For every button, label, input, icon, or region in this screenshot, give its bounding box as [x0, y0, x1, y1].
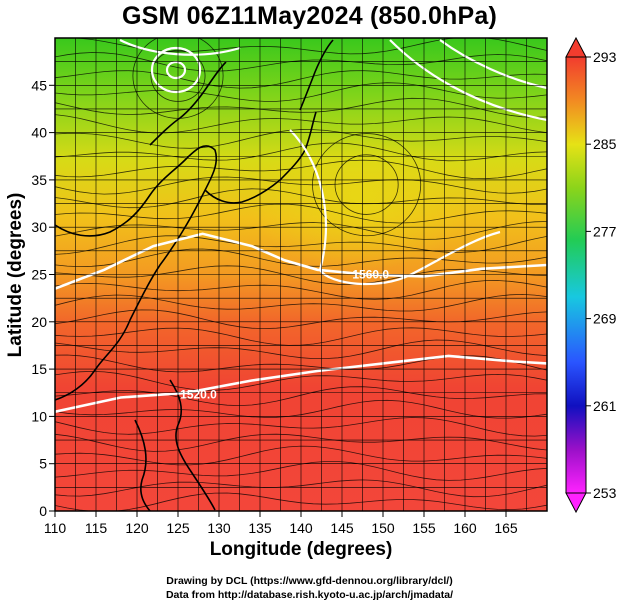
x-tick-label: 150 [371, 520, 395, 536]
y-tick-label: 20 [31, 314, 47, 330]
gridlines [55, 38, 547, 511]
colorbar-top-arrow [565, 36, 587, 58]
y-tick-label: 40 [31, 125, 47, 141]
x-tick-label: 125 [166, 520, 190, 536]
x-tick-label: 110 [44, 520, 67, 536]
x-axis-ticks: 110 115 120 125 130 135 140 145 150 155 160 165 [44, 511, 518, 536]
cold-region [357, 38, 547, 158]
credit-drawing: Drawing by DCL (https://www.gfd-dennou.o… [166, 575, 453, 587]
y-tick-label: 30 [31, 219, 47, 235]
streamline-swirl [312, 133, 422, 237]
contour-label: 1520.0 [180, 388, 217, 402]
y-axis-ticks: 0 5 10 15 20 25 30 35 40 45 [31, 77, 55, 519]
colorbar-tick-label: 293 [593, 49, 617, 65]
warm-anticyclone-region [250, 130, 470, 270]
colorbar-tick-label: 269 [593, 311, 617, 327]
x-tick-label: 120 [125, 520, 149, 536]
contour-labels: 1560.0 1520.0 [180, 268, 389, 402]
y-tick-label: 5 [39, 456, 47, 472]
x-tick-label: 165 [494, 520, 518, 536]
chart-title: GSM 06Z11May2024 (850.0hPa) [121, 2, 498, 30]
contour-line [55, 354, 547, 413]
y-axis-label: Latitude (degrees) [5, 193, 26, 358]
colorbar: 253 261 269 277 285 293 [565, 36, 617, 514]
x-tick-label: 145 [330, 520, 354, 536]
y-tick-label: 45 [31, 77, 47, 93]
contour-label: 1560.0 [352, 268, 389, 282]
x-tick-label: 140 [289, 520, 313, 536]
colorbar-tick-label: 285 [593, 136, 617, 152]
credit-data-source: Data from http://database.rish.kyoto-u.a… [165, 589, 454, 601]
y-tick-label: 25 [31, 267, 47, 283]
y-tick-label: 15 [31, 361, 47, 377]
y-tick-label: 0 [39, 503, 47, 519]
x-tick-label: 135 [248, 520, 272, 536]
x-tick-label: 155 [412, 520, 436, 536]
x-tick-label: 160 [453, 520, 477, 536]
x-axis-label: Longitude (degrees) [210, 539, 393, 560]
colorbar-tick-label: 261 [593, 398, 617, 414]
x-tick-label: 130 [207, 520, 231, 536]
colorbar-tick-label: 253 [593, 485, 617, 501]
streamline-swirl [334, 154, 399, 215]
y-tick-label: 10 [31, 408, 47, 424]
y-tick-label: 35 [31, 172, 47, 188]
x-tick-label: 115 [85, 520, 108, 536]
colorbar-bottom-arrow [565, 492, 587, 514]
colorbar-bar [565, 56, 587, 494]
colorbar-tick-label: 277 [593, 223, 617, 239]
